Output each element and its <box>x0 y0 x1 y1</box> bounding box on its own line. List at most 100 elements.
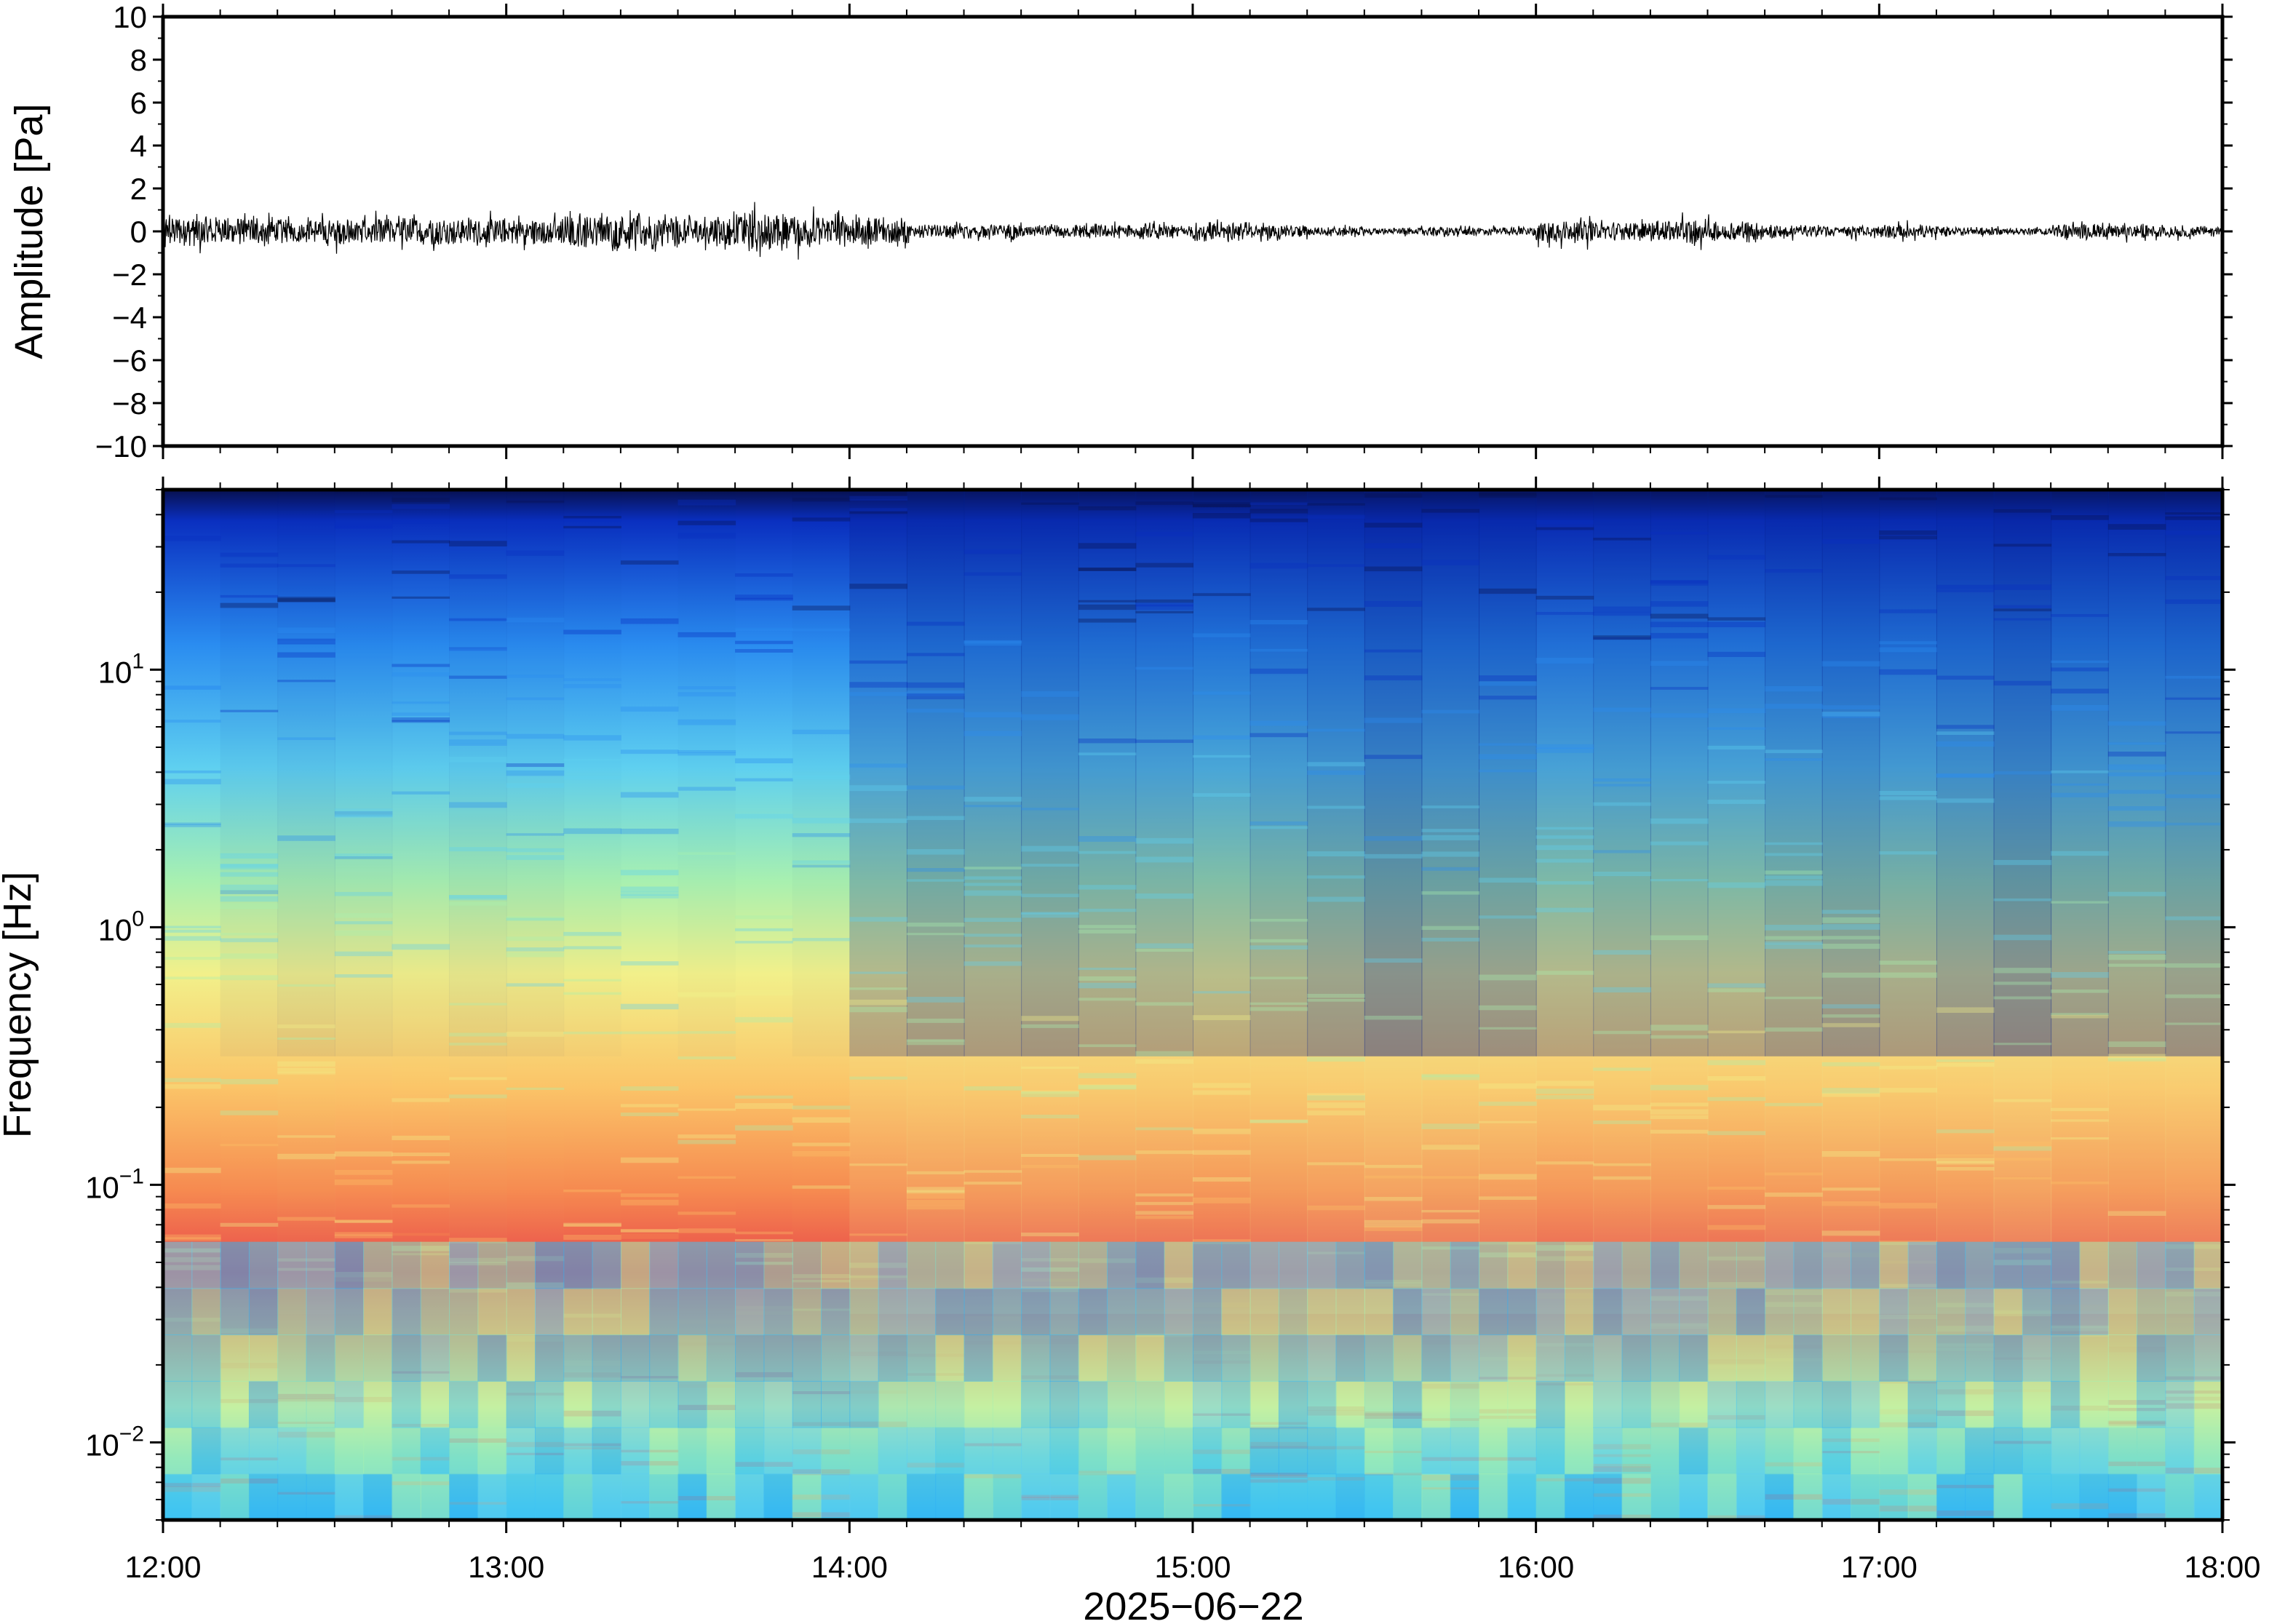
spectrogram-cell <box>1707 1427 1737 1475</box>
spectrogram-cell <box>2107 1288 2138 1336</box>
spectrogram-streak <box>1993 982 2052 985</box>
spectrogram-cell <box>1936 1380 1966 1428</box>
spectrogram-streak <box>1135 1201 1193 1206</box>
spectrogram-cell <box>1765 1241 1795 1289</box>
spectrogram-streak <box>735 640 793 645</box>
spectrogram-cell <box>1993 1288 2023 1336</box>
spectrogram-cell <box>935 1288 965 1336</box>
spectrogram-cell <box>1993 1427 2023 1475</box>
spectrogram-streak <box>1993 509 2052 513</box>
spectrogram-cell <box>2022 1241 2052 1289</box>
spectrogram-streak <box>735 758 793 764</box>
spectrogram-cell <box>277 1334 307 1382</box>
spectrogram-streak <box>1479 743 1537 746</box>
spectrogram-streak <box>163 1167 221 1174</box>
spectrogram-streak <box>677 533 736 539</box>
spectrogram-cell <box>1450 1334 1480 1382</box>
spectrogram-streak <box>392 596 450 599</box>
spectrogram-streak <box>1593 1121 1651 1124</box>
spectrogram-streak <box>1821 1201 1880 1206</box>
spectrogram-cell <box>1393 1380 1423 1428</box>
spectrogram-streak <box>220 1110 279 1115</box>
spectrogram-cell <box>1650 1241 1680 1289</box>
spectrogram-cell <box>1993 1380 2023 1428</box>
spectrogram-streak <box>220 853 279 859</box>
spectrogram-streak <box>449 1094 507 1099</box>
spectrogram-streak <box>620 869 679 875</box>
spectrogram-cell <box>1965 1380 1995 1428</box>
spectrogram-streak <box>849 1233 907 1236</box>
spectrogram-streak <box>1535 1161 1594 1165</box>
spectrogram-cell <box>1307 1288 1337 1336</box>
spectrogram-streak <box>906 690 965 696</box>
spectrogram-streak <box>277 1217 335 1221</box>
spectrogram-streak <box>2051 770 2109 773</box>
spectrogram-streak <box>1078 604 1137 610</box>
spectrogram-cell <box>1650 1288 1680 1336</box>
spectrogram-streak <box>620 560 679 565</box>
spectrogram-cell <box>620 1380 651 1428</box>
spectrogram-streak <box>1421 805 1480 808</box>
spectrogram-streak <box>1879 609 1937 613</box>
spectrogram-cell <box>1193 1380 1223 1428</box>
spectrogram-cell <box>163 1427 193 1475</box>
spectrogram-streak <box>620 961 679 966</box>
spectrogram-streak <box>449 541 507 546</box>
spectrogram-streak <box>906 709 965 713</box>
spectrogram-streak <box>1936 675 1995 680</box>
spectrogram-streak <box>563 776 621 780</box>
spectrogram-cell <box>306 1427 335 1475</box>
spectrogram-cell <box>534 1427 565 1475</box>
spectrogram-streak <box>1936 725 1995 729</box>
spectrogram-streak <box>620 1199 679 1206</box>
spectrogram-cell <box>1135 1241 1165 1289</box>
spectrogram-column-shade <box>1593 490 1651 1056</box>
spectrogram-streak <box>620 749 679 755</box>
spectrogram-cell <box>849 1288 879 1336</box>
spectrogram-streak <box>220 1144 279 1147</box>
spectrogram-cell <box>1021 1380 1051 1428</box>
spectrogram-cell <box>1421 1241 1451 1289</box>
spectrogram-streak <box>1707 621 1766 628</box>
spectrogram-streak <box>1193 991 1251 994</box>
spectrogram-streak <box>1135 1002 1193 1006</box>
spectrogram-cell <box>1765 1288 1795 1336</box>
spectrogram-streak <box>620 1233 679 1239</box>
spectrogram-streak <box>1707 1060 1766 1065</box>
spectrogram-streak <box>563 684 621 688</box>
spectrogram-streak <box>1707 983 1766 988</box>
spectrogram-streak <box>792 1105 851 1110</box>
spectrogram-cell <box>1707 1334 1737 1382</box>
spectrogram-streak <box>220 552 279 557</box>
spectrogram-cell <box>1793 1473 1823 1520</box>
spectrogram-streak <box>163 936 221 941</box>
spectrogram-streak <box>1307 1205 1365 1211</box>
spectrogram-cell <box>1421 1473 1451 1520</box>
spectrogram-cell <box>277 1288 307 1336</box>
spectrogram-streak <box>1821 944 1880 950</box>
spectrogram-cell <box>392 1380 421 1428</box>
spectrogram-streak <box>792 864 851 868</box>
spectrogram-cell <box>2107 1380 2138 1428</box>
spectrogram-streak <box>220 938 279 942</box>
spectrogram-streak <box>1993 1158 2052 1161</box>
spectrogram-streak <box>334 853 393 857</box>
spectrogram-streak <box>1193 1129 1251 1134</box>
spectrogram-column-shade <box>1135 490 1193 1056</box>
spectrogram-column-shade <box>2165 490 2222 1056</box>
spectrogram-streak <box>1993 859 2052 865</box>
spectrogram-cell <box>1364 1334 1394 1382</box>
spectrogram-streak <box>1193 691 1251 695</box>
spectrogram-streak <box>735 813 793 819</box>
spectrogram-cell <box>2051 1241 2081 1289</box>
spectrogram-streak <box>1249 821 1308 826</box>
spectrogram-streak <box>277 1067 335 1073</box>
spectrogram-streak <box>277 737 335 741</box>
spectrogram-cell <box>1851 1380 1880 1428</box>
spectrogram-streak <box>1650 1102 1709 1107</box>
spectrogram-streak <box>1364 543 1423 549</box>
spectrogram-streak <box>1993 544 2052 547</box>
spectrogram-streak <box>1535 907 1594 912</box>
spectrogram-cell <box>2079 1334 2109 1382</box>
spectrogram-streak <box>163 1203 221 1209</box>
